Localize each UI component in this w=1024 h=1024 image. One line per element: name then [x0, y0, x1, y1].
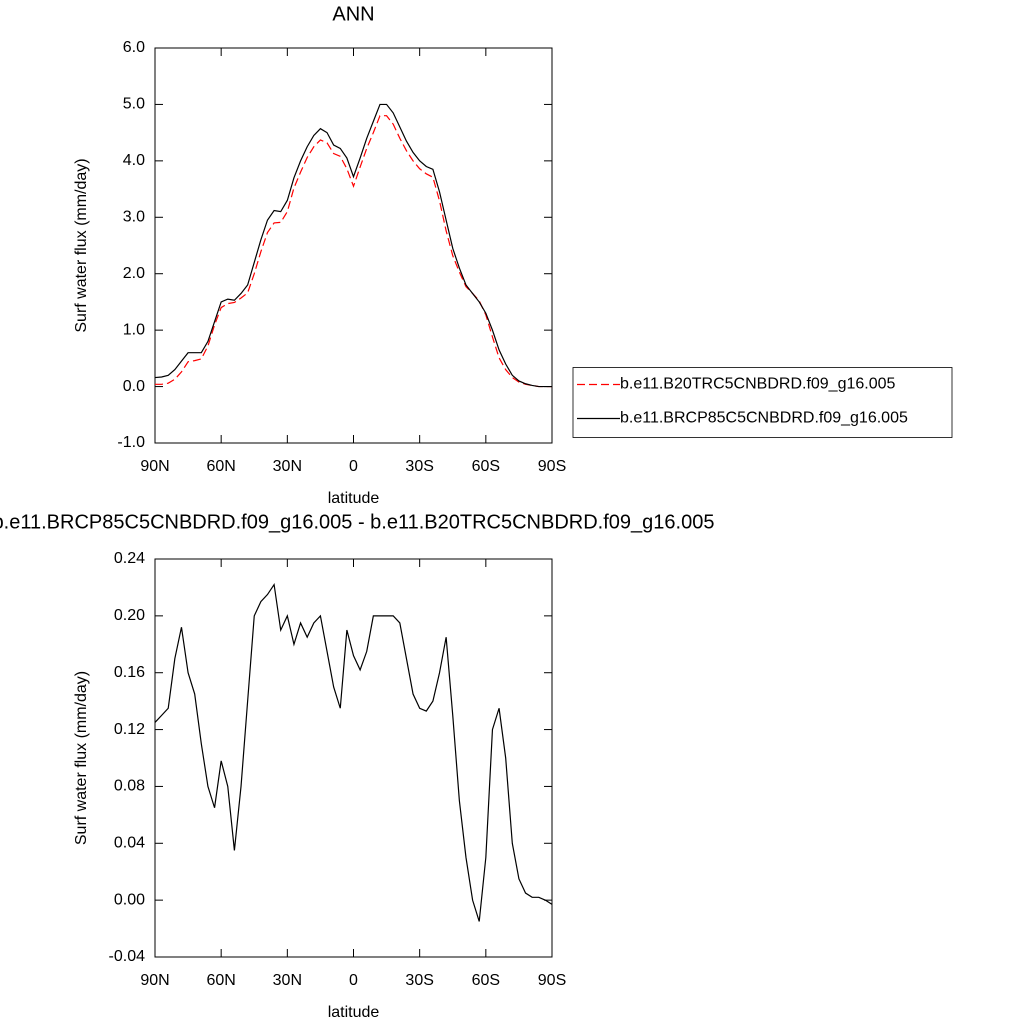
x-tick-label: 60S [472, 458, 500, 475]
data-line [154, 582, 553, 922]
y-tick-label: 1.0 [123, 321, 145, 338]
legend-label: b.e11.B20TRC5CNBDRD.f09_g16.005 [620, 376, 896, 393]
y-axis-label: Surf water flux (mm/day) [73, 158, 90, 332]
chart-title: b.e11.BRCP85C5CNBDRD.f09_g16.005 - b.e11… [0, 511, 714, 533]
y-tick-label: 0.12 [114, 721, 145, 738]
x-tick-label: 90S [538, 458, 566, 475]
legend-box [572, 367, 953, 438]
y-tick-label: 3.0 [123, 209, 145, 226]
x-tick-label: 30N [273, 972, 302, 989]
x-tick-label: 30S [405, 972, 433, 989]
plot-frame [154, 558, 553, 958]
x-tick-label: 0 [349, 972, 358, 989]
x-axis-label: latitude [328, 1004, 380, 1021]
y-axis-label: Surf water flux (mm/day) [73, 671, 90, 845]
x-tick-label: 0 [349, 458, 358, 475]
y-tick-label: 0.16 [114, 664, 145, 681]
data-line [155, 115, 552, 388]
y-tick-label: -0.04 [109, 948, 146, 965]
x-tick-label: 30N [273, 458, 302, 475]
y-tick-label: 5.0 [123, 96, 145, 113]
chart-title: ANN [332, 3, 374, 25]
y-tick-label: 0.04 [114, 835, 145, 852]
y-tick-label: 2.0 [123, 265, 145, 282]
x-tick-label: 90N [140, 458, 169, 475]
data-line [154, 103, 552, 388]
x-tick-label: 60N [206, 458, 235, 475]
y-tick-label: 0.00 [114, 891, 145, 908]
y-tick-label: 0.08 [114, 778, 145, 795]
y-tick-label: -1.0 [117, 434, 145, 451]
y-tick-label: 4.0 [123, 152, 145, 169]
x-tick-label: 90N [140, 972, 169, 989]
x-tick-label: 30S [405, 458, 433, 475]
y-tick-label: 6.0 [123, 39, 145, 56]
plot-frame [154, 47, 553, 444]
y-tick-label: 0.0 [123, 378, 145, 395]
y-tick-label: 0.20 [114, 607, 145, 624]
y-tick-label: 0.24 [114, 550, 145, 567]
x-axis-label: latitude [328, 490, 380, 507]
x-tick-label: 60N [206, 972, 235, 989]
x-tick-label: 60S [472, 972, 500, 989]
legend-label: b.e11.BRCP85C5CNBDRD.f09_g16.005 [620, 410, 908, 427]
x-tick-label: 90S [538, 972, 566, 989]
